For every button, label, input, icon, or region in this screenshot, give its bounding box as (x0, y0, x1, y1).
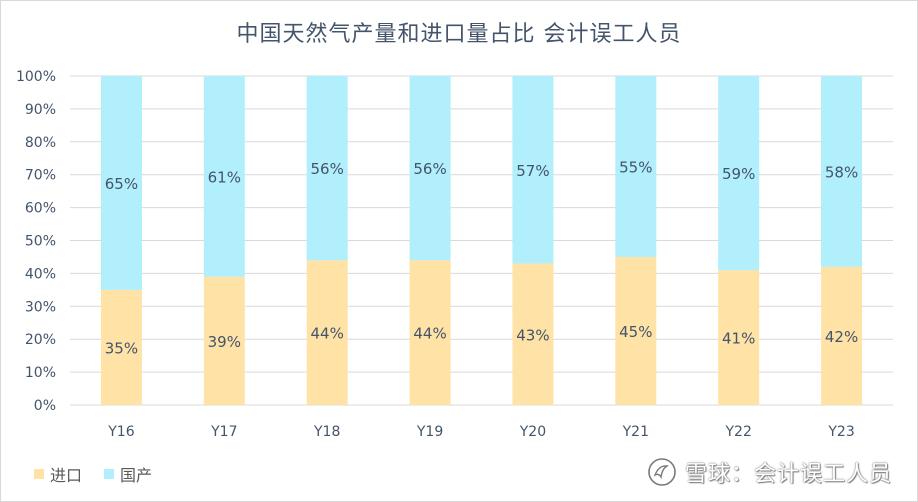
bar-import (100, 289, 142, 405)
watermark-text: 雪球：会计误工人员 (684, 462, 892, 487)
bar-domestic (100, 76, 142, 290)
legend-label-import: 进口 (50, 466, 83, 485)
x-tick-label: Y16 (107, 424, 134, 440)
data-label-domestic: 58% (825, 163, 858, 181)
legend-label-domestic: 国产 (120, 466, 153, 485)
y-tick-label: 50% (25, 234, 56, 250)
bar-domestic (203, 76, 245, 277)
bar-domestic (821, 76, 863, 267)
legend-swatch-domestic (104, 469, 115, 479)
x-tick-label: Y20 (519, 424, 546, 440)
y-tick-label: 0% (34, 398, 56, 414)
y-tick-label: 70% (25, 168, 56, 184)
data-label-domestic: 61% (208, 168, 241, 186)
data-label-import: 43% (516, 326, 549, 344)
y-tick-label: 90% (25, 102, 56, 118)
x-tick-label: Y18 (313, 424, 340, 440)
bar-import (409, 260, 451, 405)
bar-import (203, 276, 245, 405)
bar-import (512, 263, 554, 405)
snowball-icon (648, 458, 676, 486)
bar-domestic (718, 76, 760, 271)
legend-item-import: 进口 (34, 462, 82, 486)
data-label-domestic: 59% (722, 165, 755, 183)
data-label-import: 44% (413, 325, 446, 343)
y-tick-label: 10% (25, 365, 56, 381)
bar-domestic (615, 76, 657, 257)
bar-import (615, 256, 657, 405)
y-tick-label: 40% (25, 266, 56, 282)
bar-import (821, 266, 863, 405)
data-label-import: 42% (825, 328, 858, 346)
data-label-import: 35% (105, 339, 138, 357)
legend-swatch-import (34, 469, 44, 479)
y-tick-label: 20% (25, 332, 56, 348)
x-tick-label: Y22 (725, 424, 752, 440)
x-tick-label: Y23 (827, 424, 854, 440)
data-label-import: 39% (208, 333, 241, 351)
data-label-domestic: 57% (516, 162, 549, 180)
y-tick-label: 80% (25, 135, 56, 151)
chart-title: 中国天然气产量和进口量占比 会计误工人员 (236, 22, 682, 47)
data-label-domestic: 56% (413, 160, 446, 178)
bar-import (718, 270, 760, 405)
legend: 进口 国产 (34, 462, 174, 486)
legend-item-domestic: 国产 (104, 462, 152, 486)
data-label-import: 44% (311, 325, 344, 343)
bar-domestic (512, 76, 554, 264)
y-tick-label: 60% (25, 201, 56, 217)
x-tick-label: Y17 (210, 424, 237, 440)
data-label-import: 41% (722, 330, 755, 348)
bar-domestic (409, 76, 451, 261)
x-tick-label: Y21 (622, 424, 649, 440)
y-tick-label: 100% (16, 69, 56, 85)
data-label-domestic: 55% (619, 158, 652, 176)
data-label-domestic: 65% (105, 175, 138, 193)
x-tick-label: Y19 (416, 424, 443, 440)
y-tick-label: 30% (25, 299, 56, 315)
data-label-domestic: 56% (311, 160, 344, 178)
bar-import (306, 260, 348, 405)
data-label-import: 45% (619, 323, 652, 341)
bar-domestic (306, 76, 348, 261)
watermark: 雪球：会计误工人员 (647, 456, 892, 488)
